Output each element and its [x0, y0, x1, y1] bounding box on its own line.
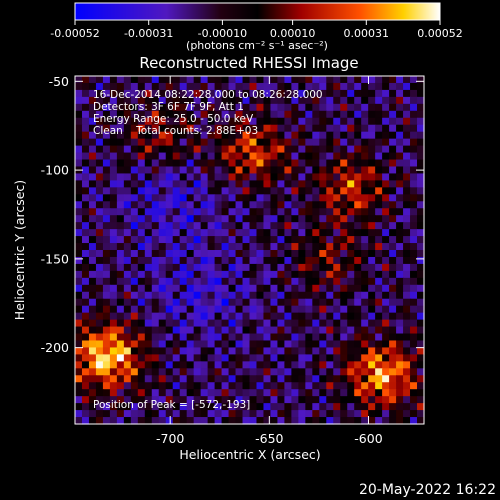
y-tick-label: -150 [41, 251, 69, 266]
colorbar-tick-label: -0.00031 [124, 27, 173, 40]
colorbar-tick-label: 0.00010 [270, 27, 316, 40]
annotation-detectors: Detectors: 3F 6F 7F 9F, Att 1 [93, 101, 244, 113]
colorbar-tick-label: -0.00010 [198, 27, 247, 40]
colorbar-unit-label: (photons cm⁻² s⁻¹ asec⁻²) [186, 39, 328, 52]
y-tick-label: -200 [41, 340, 69, 355]
x-tick-label: -700 [156, 431, 184, 446]
colorbar-gradient [74, 2, 441, 21]
y-tick-label: -50 [49, 74, 69, 89]
footer-date: 20-May-2022 16:22 [359, 482, 496, 498]
heatmap [75, 76, 425, 425]
colorbar-ticks: -0.00052 -0.00031 -0.00010 0.00010 0.00031 0.… [50, 20, 463, 40]
axis-ticks: -700 -650 -600 -50 -100 -150 -200 [41, 74, 424, 446]
y-tick-label: -100 [41, 163, 69, 178]
plot-area: -700 -650 -600 -50 -100 -150 -200 [41, 74, 425, 446]
annotation-counts: Clean Total counts: 2.88E+03 [93, 125, 258, 137]
x-tick-label: -650 [255, 431, 283, 446]
annotation-energy-range: Energy Range: 25.0 - 50.0 keV [93, 113, 254, 125]
colorbar-tick-label: 0.00052 [417, 27, 463, 40]
peak-position-label: Position of Peak = [-572,-193] [93, 399, 250, 411]
colorbar: -0.00052 -0.00031 -0.00010 0.00010 0.00031 0.… [50, 2, 463, 52]
x-tick-label: -600 [354, 431, 382, 446]
chart-title: Reconstructed RHESSI Image [139, 54, 358, 72]
y-axis-label: Heliocentric Y (arcsec) [12, 180, 27, 320]
annotation-block: 16-Dec-2014 08:22:28.000 to 08:26:28.000… [93, 89, 323, 137]
x-axis-label: Heliocentric X (arcsec) [179, 447, 320, 462]
annotation-time-range: 16-Dec-2014 08:22:28.000 to 08:26:28.000 [93, 89, 323, 101]
plot-frame [74, 75, 425, 425]
colorbar-tick-label: 0.00031 [344, 27, 390, 40]
colorbar-tick-label: -0.00052 [50, 27, 99, 40]
